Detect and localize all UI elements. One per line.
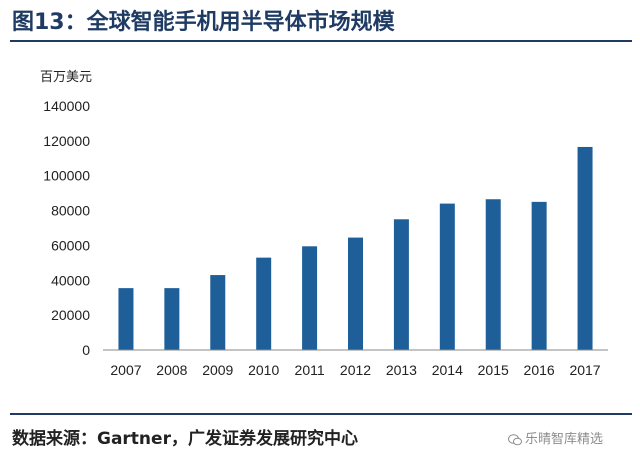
bar [439, 203, 455, 350]
x-tick-label: 2011 [295, 362, 325, 378]
top-divider [10, 40, 632, 42]
bar [164, 288, 180, 350]
y-tick-label: 60000 [51, 237, 90, 253]
x-tick-label: 2015 [478, 362, 509, 378]
x-tick-label: 2010 [248, 362, 279, 378]
x-tick-label: 2014 [432, 362, 463, 378]
bar [210, 275, 226, 350]
bar [531, 201, 547, 350]
x-tick-label: 2012 [340, 362, 371, 378]
y-tick-label: 120000 [43, 133, 90, 149]
wechat-icon [508, 433, 522, 445]
x-tick-label: 2017 [569, 362, 600, 378]
y-tick-label: 40000 [51, 272, 90, 288]
x-tick-label: 2009 [202, 362, 233, 378]
y-tick-label: 100000 [43, 168, 90, 184]
y-tick-label: 20000 [51, 307, 90, 323]
watermark: 乐晴智库精选 [508, 428, 603, 447]
watermark-text: 乐晴智库精选 [525, 432, 604, 447]
x-tick-label: 2013 [386, 362, 417, 378]
bar [485, 199, 501, 350]
x-tick-label: 2007 [110, 362, 141, 378]
x-tick-label: 2016 [524, 362, 555, 378]
bar [256, 257, 272, 350]
bottom-divider [10, 413, 632, 415]
y-tick-label: 140000 [43, 98, 90, 114]
bar [348, 237, 363, 350]
y-axis-unit-label: 百万美元 [40, 70, 93, 85]
bar [393, 219, 409, 350]
bar [302, 246, 318, 350]
x-tick-label: 2008 [156, 362, 187, 378]
y-tick-label: 80000 [51, 203, 90, 219]
y-tick-label: 0 [82, 342, 90, 358]
bar [577, 146, 593, 350]
source-note: 数据来源：Gartner，广发证券发展研究中心 [12, 429, 358, 449]
figure-title: 图13：全球智能手机用半导体市场规模 [12, 10, 395, 35]
bar [118, 288, 134, 350]
